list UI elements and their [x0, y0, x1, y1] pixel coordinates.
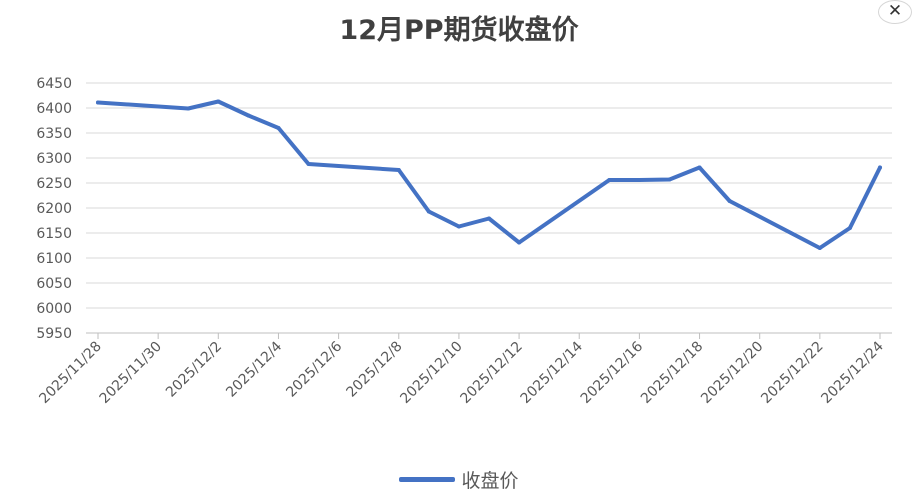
data-point — [396, 168, 401, 172]
y-tick-label: 6300 — [36, 151, 72, 167]
y-tick-label: 6050 — [36, 276, 72, 292]
close-icon: ✕ — [887, 1, 903, 21]
y-tick-label: 6000 — [36, 301, 72, 317]
x-tick-label: 2025/12/14 — [518, 338, 586, 406]
y-axis-ticks: 5950 6000 6050 6100 6150 6200 6250 6300 6350 6400… — [36, 76, 72, 342]
legend-swatch — [399, 477, 456, 482]
data-point — [456, 224, 461, 229]
gridlines — [86, 82, 892, 334]
y-tick-label: 6400 — [36, 101, 72, 117]
data-point — [607, 178, 612, 182]
x-axis-ticks: 2025/11/282025/11/302025/12/22025/12/420… — [36, 338, 886, 406]
data-point — [637, 178, 642, 182]
data-point — [276, 126, 281, 130]
data-point — [246, 113, 251, 118]
x-tick-label: 2025/12/4 — [223, 338, 285, 400]
data-point — [306, 162, 311, 166]
data-point — [878, 165, 882, 170]
y-tick-label: 6100 — [36, 251, 72, 267]
data-point — [667, 177, 672, 182]
y-tick-label: 6350 — [36, 126, 72, 142]
data-point — [727, 199, 732, 203]
close-button[interactable]: ✕ — [878, 0, 912, 24]
data-point — [186, 106, 191, 111]
x-axis — [86, 332, 892, 339]
x-tick-label: 2025/12/22 — [758, 339, 826, 407]
data-point — [847, 226, 852, 230]
data-point — [216, 99, 221, 104]
y-tick-label: 6200 — [36, 201, 72, 217]
x-tick-label: 2025/11/28 — [36, 339, 104, 407]
y-tick-label: 6250 — [36, 176, 72, 192]
x-tick-label: 2025/12/10 — [397, 339, 465, 407]
data-point — [517, 240, 522, 245]
data-point — [817, 246, 822, 250]
x-tick-label: 2025/12/16 — [578, 338, 646, 406]
x-tick-label: 2025/12/18 — [638, 339, 706, 407]
data-point — [487, 216, 491, 221]
data-point — [426, 209, 431, 214]
x-tick-label: 2025/12/2 — [163, 339, 225, 401]
x-tick-label: 2025/11/30 — [97, 339, 165, 407]
x-tick-label: 2025/12/6 — [283, 338, 345, 400]
y-tick-label: 5950 — [36, 326, 72, 342]
x-tick-label: 2025/12/20 — [698, 339, 766, 407]
y-tick-label: 6150 — [36, 226, 72, 242]
x-tick-label: 2025/12/24 — [818, 338, 886, 406]
data-point — [96, 100, 100, 105]
y-tick-label: 6450 — [36, 76, 72, 92]
series-line — [96, 99, 882, 250]
x-tick-label: 2025/12/12 — [458, 339, 526, 407]
series-layer — [96, 99, 882, 250]
legend-label: 收盘价 — [461, 470, 519, 492]
chart-title: 12月PP期货收盘价 — [339, 15, 579, 46]
line-chart: 5950 6000 6050 6100 6150 6200 6250 6300 6350 6400… — [36, 76, 892, 407]
legend: 收盘价 — [0, 466, 918, 493]
data-point — [697, 165, 702, 170]
x-tick-label: 2025/12/8 — [344, 339, 406, 401]
